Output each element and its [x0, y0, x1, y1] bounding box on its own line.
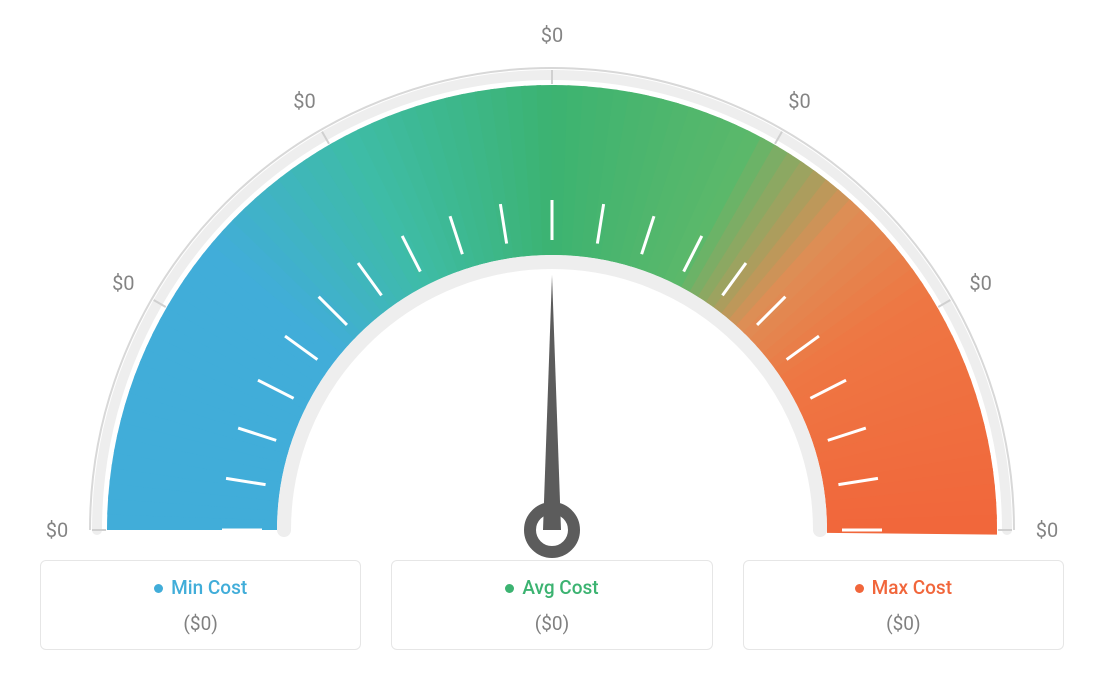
legend-card-max: Max Cost ($0): [743, 560, 1064, 650]
legend-dot-max: [855, 584, 864, 593]
legend-card-avg: Avg Cost ($0): [391, 560, 712, 650]
legend-value-max: ($0): [764, 612, 1043, 635]
legend-card-min: Min Cost ($0): [40, 560, 361, 650]
legend-row: Min Cost ($0) Avg Cost ($0) Max Cost ($0…: [0, 542, 1104, 690]
legend-dot-avg: [505, 584, 514, 593]
gauge-tick-label: $0: [788, 89, 810, 113]
legend-title-avg: Avg Cost: [505, 577, 598, 600]
gauge-tick-label: $0: [1036, 518, 1058, 542]
legend-dot-min: [154, 584, 163, 593]
gauge-tick-label: $0: [969, 271, 991, 295]
gauge-tick-label: $0: [46, 518, 68, 542]
legend-value-avg: ($0): [412, 612, 691, 635]
gauge-area: $0 $0 $0 $0 $0 $0 $0: [0, 0, 1104, 560]
gauge-svg: [32, 10, 1072, 570]
legend-label-avg: Avg Cost: [522, 577, 598, 600]
legend-label-min: Min Cost: [171, 577, 247, 600]
legend-title-min: Min Cost: [154, 577, 247, 600]
legend-title-max: Max Cost: [855, 577, 952, 600]
gauge-tick-label: $0: [293, 89, 315, 113]
gauge-tick-label: $0: [541, 23, 563, 47]
legend-value-min: ($0): [61, 612, 340, 635]
cost-gauge-chart: $0 $0 $0 $0 $0 $0 $0 Min Cost ($0) Avg Cost ($…: [0, 0, 1104, 690]
gauge-tick-label: $0: [112, 271, 134, 295]
legend-label-max: Max Cost: [872, 577, 952, 600]
